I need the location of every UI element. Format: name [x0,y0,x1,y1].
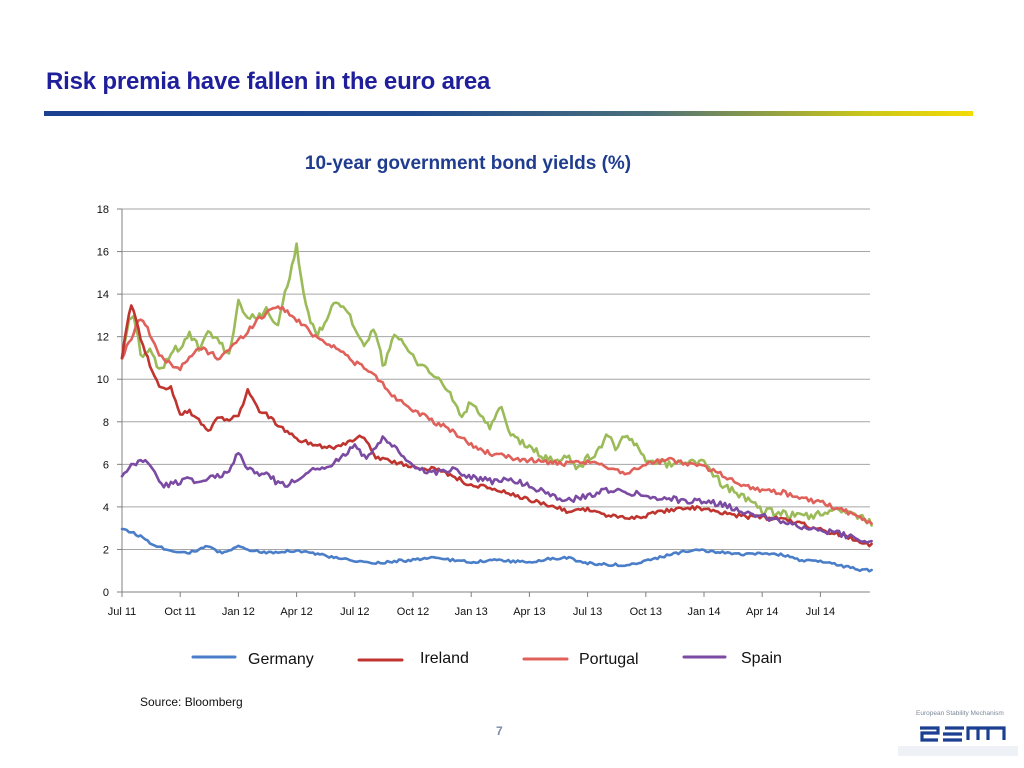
y-tick-label-6: 6 [103,459,109,471]
slide-title: Risk premia have fallen in the euro area [46,68,491,95]
y-tick-label-0: 0 [103,587,109,599]
series-line-portugal [120,305,873,525]
series-line-spain [120,435,873,544]
x-tick-label-1: Oct 11 [164,606,196,618]
chart-title: 10-year government bond yields (%) [304,153,632,174]
series-line-greece [120,242,873,527]
chart-axes [117,208,870,597]
y-tick-label-10: 10 [97,374,109,386]
legend-label-spain: Spain [741,650,782,667]
x-tick-label-0: Jul 11 [108,606,137,618]
y-tick-label-4: 4 [103,502,109,514]
legend-label-germany: Germany [248,651,314,668]
y-tick-label-18: 18 [97,204,109,216]
x-tick-label-7: Apr 13 [513,606,545,618]
x-tick-label-12: Jul 14 [806,606,835,618]
chart-series [120,242,873,573]
x-tick-label-5: Oct 12 [397,606,429,618]
series-line-ireland [120,304,873,548]
esm-logo: esm [898,706,1018,756]
y-tick-label-16: 16 [97,247,109,259]
legend-label-ireland: Ireland [420,650,469,667]
source-note: Source: Bloomberg [140,695,243,709]
y-tick-label-8: 8 [103,417,109,429]
series-line-germany [120,527,873,573]
x-tick-label-3: Apr 12 [280,606,312,618]
chart-legend [191,655,727,662]
page-number: 7 [496,724,503,738]
x-tick-label-8: Jul 13 [573,606,602,618]
title-divider-bar [44,111,973,116]
x-tick-label-10: Jan 14 [687,606,720,618]
x-tick-label-11: Apr 14 [746,606,778,618]
logo-caption: European Stability Mechanism [916,710,1004,717]
x-tick-label-4: Jul 12 [340,606,369,618]
chart-gridlines [122,208,870,550]
legend-label-portugal: Portugal [579,651,639,668]
chart-tick-labels: 0 2 4 6 8 10 12 14 16 18 Jul 11 Oct 11 Jan 12 Apr 12 J… [97,204,835,618]
y-tick-label-12: 12 [97,332,109,344]
x-tick-label-6: Jan 13 [455,606,488,618]
x-tick-label-2: Jan 12 [222,606,255,618]
logo-wordmark: esm [898,706,900,707]
x-tick-label-9: Oct 13 [630,606,662,618]
y-tick-label-2: 2 [103,544,109,556]
y-tick-label-14: 14 [97,289,109,301]
